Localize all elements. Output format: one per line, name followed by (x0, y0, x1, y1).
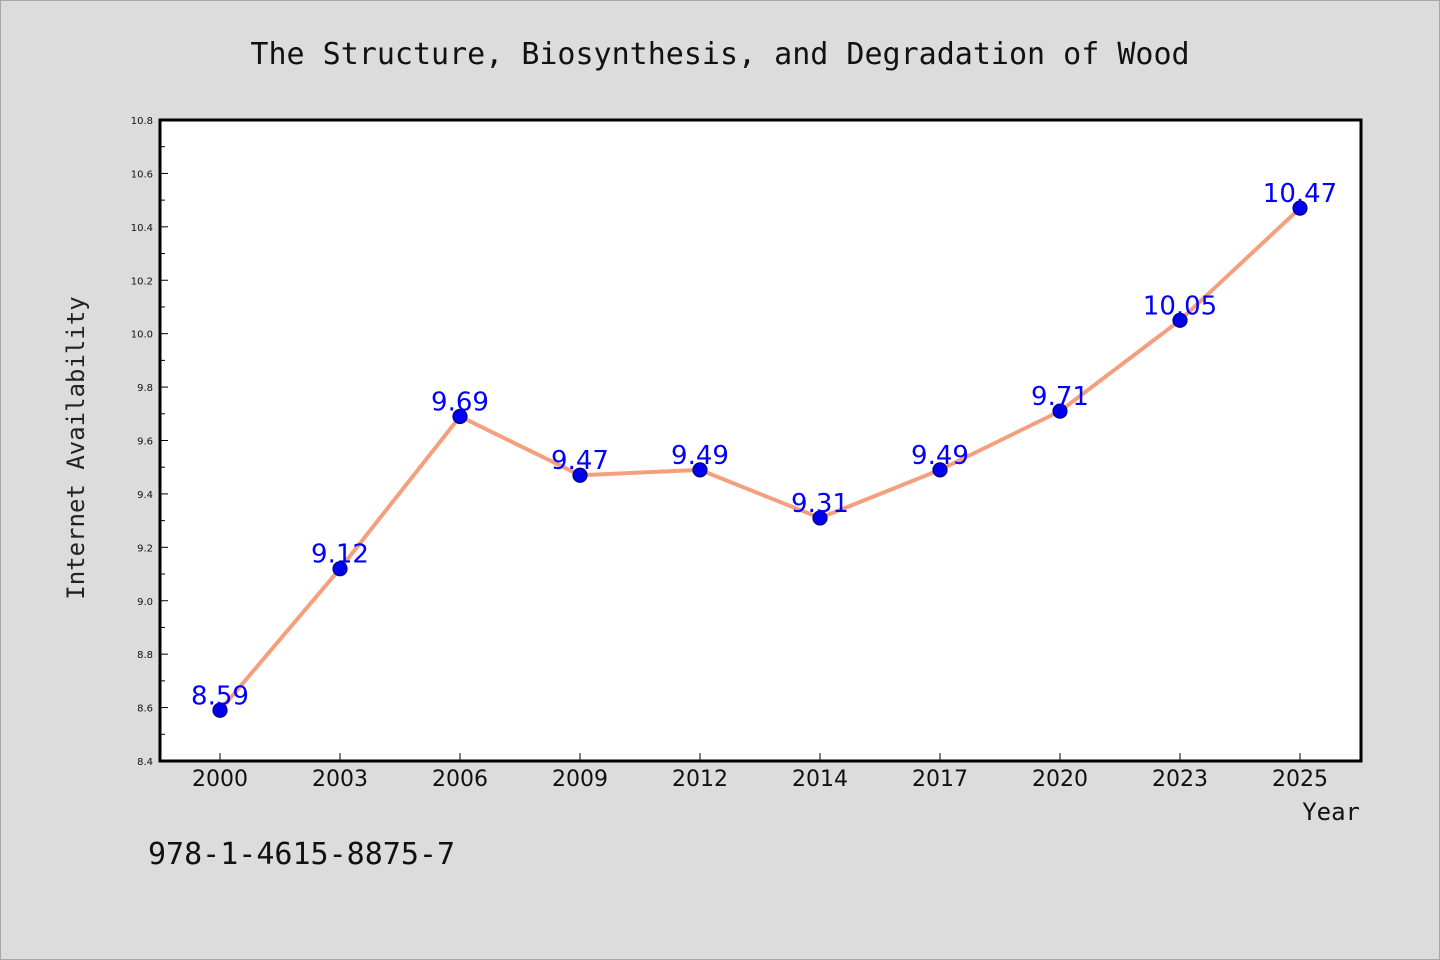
x-tick-label: 2023 (1152, 767, 1208, 792)
data-point (1052, 403, 1068, 419)
x-tick-label: 2020 (1032, 767, 1088, 792)
series-markers (212, 200, 1308, 718)
y-tick-label: 10.2 (131, 276, 153, 287)
y-tick-label: 10.0 (131, 330, 153, 341)
y-tick-label: 9.4 (137, 490, 153, 501)
y-tick-label: 9.2 (137, 543, 153, 554)
data-point (1292, 200, 1308, 216)
data-label: 9.49 (671, 441, 729, 471)
x-tick-label: 2025 (1272, 767, 1328, 792)
data-point (692, 462, 708, 478)
y-tick-label: 9.0 (137, 597, 153, 608)
data-point (932, 462, 948, 478)
x-tick-label: 2000 (192, 767, 248, 792)
data-point (212, 702, 228, 718)
x-tick-label: 2017 (912, 767, 968, 792)
data-label: 9.49 (911, 441, 969, 471)
plot-area (160, 120, 1361, 761)
data-point (572, 467, 588, 483)
series-line (218, 206, 1302, 712)
data-point (452, 408, 468, 425)
y-tick-label: 9.6 (137, 437, 153, 448)
data-label: 10.47 (1263, 179, 1337, 209)
data-point (812, 510, 828, 526)
data-point (332, 561, 348, 577)
data-label: 9.12 (311, 540, 369, 570)
chart-title: The Structure, Biosynthesis, and Degrada… (250, 37, 1189, 72)
data-point (1172, 312, 1188, 328)
y-tick-label: 8.6 (137, 704, 153, 715)
y-tick-label: 10.8 (131, 116, 153, 127)
y-tick-label: 10.6 (131, 169, 153, 180)
x-tick-label: 2003 (312, 767, 368, 792)
data-label: 8.59 (191, 681, 249, 711)
x-tick-label: 2006 (432, 767, 488, 792)
data-label: 9.31 (791, 489, 849, 519)
y-tick-label: 9.8 (137, 383, 153, 394)
y-axis-label: Internet Availability (62, 296, 90, 599)
data-labels: 8.59 9.12 9.69 9.47 9.49 9.31 9.49 9.71 10.05 10.… (191, 179, 1337, 711)
y-tick-label: 8.4 (137, 757, 153, 768)
isbn-footnote: 978-1-4615-8875-7 (148, 837, 455, 872)
data-label: 9.71 (1031, 382, 1089, 412)
plot-border (158, 118, 1363, 763)
x-tick-label: 2012 (672, 767, 728, 792)
data-label: 10.05 (1143, 291, 1217, 321)
x-tick-label: 2009 (552, 767, 608, 792)
x-tick-label: 2014 (792, 767, 848, 792)
data-label: 9.47 (551, 446, 609, 476)
x-axis-ticks: 2000 2003 2006 2009 2012 2014 2017 2020 2023 2025 (192, 753, 1328, 792)
y-tick-label: 8.8 (137, 650, 153, 661)
y-tick-label: 10.4 (131, 223, 153, 234)
x-axis-label: Year (1302, 798, 1360, 826)
data-label: 9.69 (431, 387, 489, 417)
